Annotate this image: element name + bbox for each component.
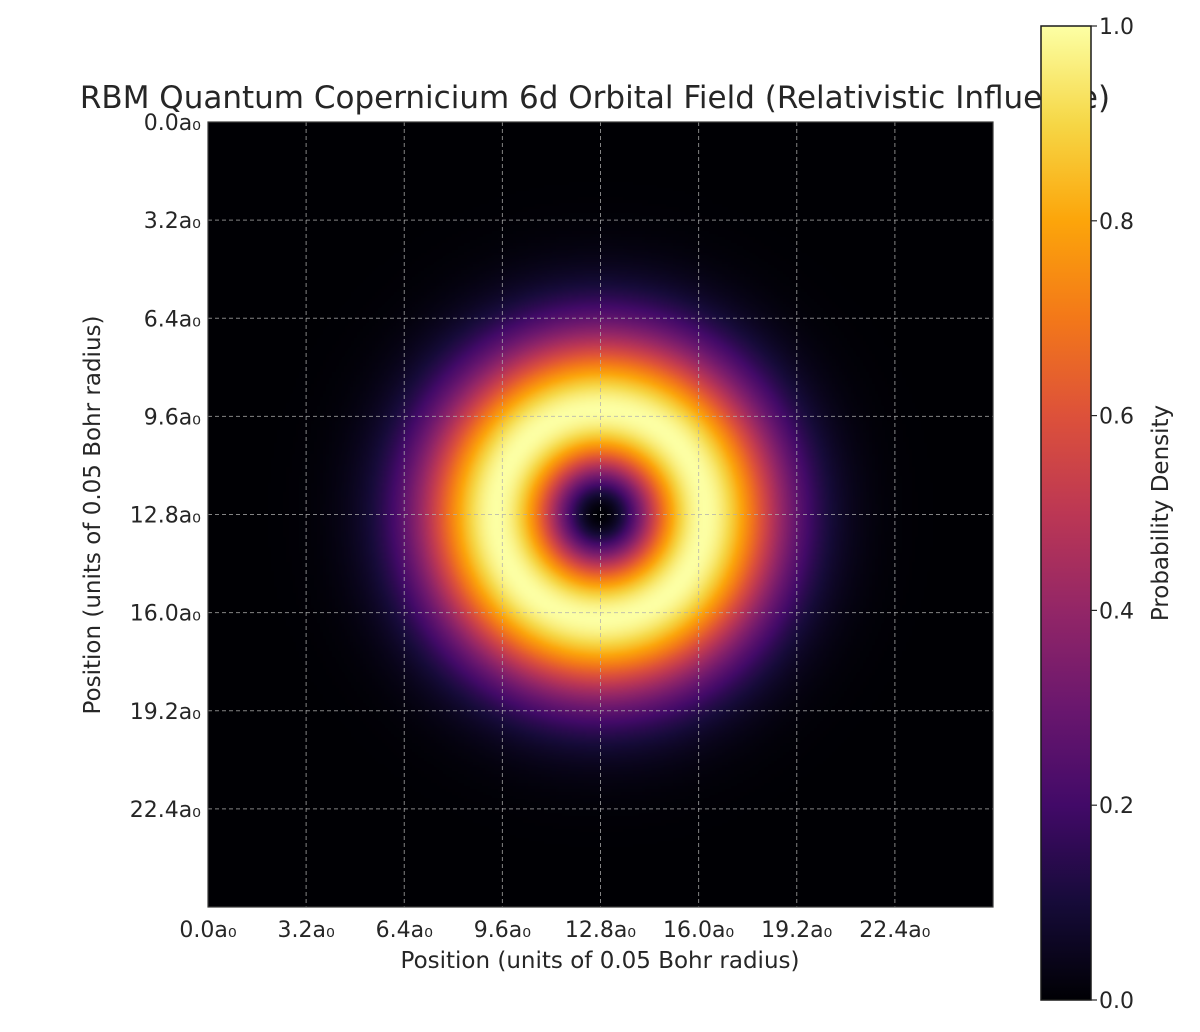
chart-title: RBM Quantum Copernicium 6d Orbital Field… [80, 80, 1110, 116]
x-tick-labels: 0.0a₀ 3.2a₀ 6.4a₀ 9.6a₀ 12.8a₀ 16.0a₀ 19.2a₀ 22… [179, 918, 930, 943]
colorbar-tick-label: 0.0 [1099, 989, 1134, 1014]
y-tick-label: 19.2a₀ [130, 700, 201, 725]
y-tick-labels: 0.0a₀ 3.2a₀ 6.4a₀ 9.6a₀ 12.8a₀ 16.0a₀ 19.2a₀ 22… [130, 111, 201, 823]
x-tick-label: 6.4a₀ [376, 918, 433, 943]
x-tick-label: 22.4a₀ [859, 918, 930, 943]
y-tick-label: 9.6a₀ [144, 405, 201, 430]
colorbar-gradient [1040, 25, 1092, 1001]
colorbar-tick-label: 0.4 [1099, 599, 1134, 624]
colorbar-tick-label: 0.2 [1099, 794, 1134, 819]
x-tick-label: 12.8a₀ [565, 918, 636, 943]
colorbar-ticks: 0.0 0.2 0.4 0.6 0.8 1.0 [1091, 15, 1134, 1014]
x-tick-label: 3.2a₀ [277, 918, 334, 943]
colorbar: 0.0 0.2 0.4 0.6 0.8 1.0 Probability Density [1040, 15, 1174, 1014]
x-axis-title: Position (units of 0.05 Bohr radius) [401, 948, 800, 974]
colorbar-tick-label: 0.6 [1099, 405, 1134, 430]
x-tick-label: 16.0a₀ [663, 918, 734, 943]
y-tick-label: 0.0a₀ [144, 111, 201, 136]
x-tick-label: 19.2a₀ [761, 918, 832, 943]
y-tick-label: 16.0a₀ [130, 602, 201, 627]
y-tick-label: 6.4a₀ [144, 307, 201, 332]
x-tick-label: 9.6a₀ [474, 918, 531, 943]
plot-frame [207, 121, 994, 908]
colorbar-tick-label: 1.0 [1099, 15, 1134, 40]
y-tick-label: 12.8a₀ [130, 504, 201, 529]
colorbar-label: Probability Density [1148, 405, 1174, 621]
y-axis-title: Position (units of 0.05 Bohr radius) [80, 316, 106, 715]
x-tick-label: 0.0a₀ [179, 918, 236, 943]
grid-lines [207, 121, 993, 907]
y-tick-label: 3.2a₀ [144, 209, 201, 234]
colorbar-tick-label: 0.8 [1099, 210, 1134, 235]
y-tick-label: 22.4a₀ [130, 798, 201, 823]
plot-area [207, 121, 994, 908]
